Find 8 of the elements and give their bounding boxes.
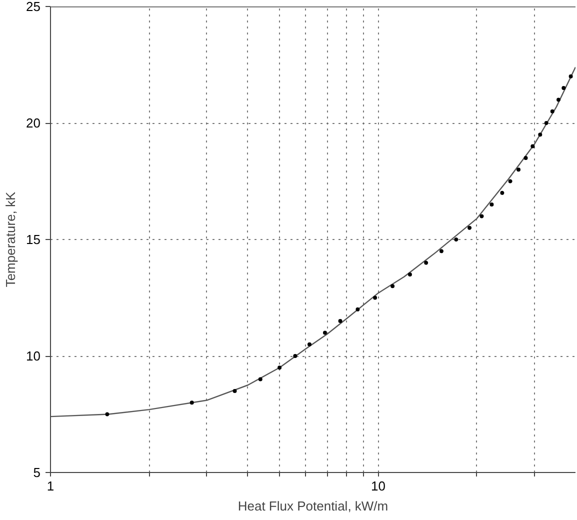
x-tick-label: 1 xyxy=(46,478,54,494)
y-tick-label: 20 xyxy=(26,116,41,130)
y-axis-title: Temperature, kK xyxy=(3,191,18,288)
y-tick-label: 25 xyxy=(26,0,41,14)
x-axis-title: Heat Flux Potential, kW/m xyxy=(238,498,388,514)
y-tick-label: 15 xyxy=(26,232,41,247)
y-tick-label: 5 xyxy=(33,465,41,480)
y-tick-label: 10 xyxy=(26,348,41,364)
